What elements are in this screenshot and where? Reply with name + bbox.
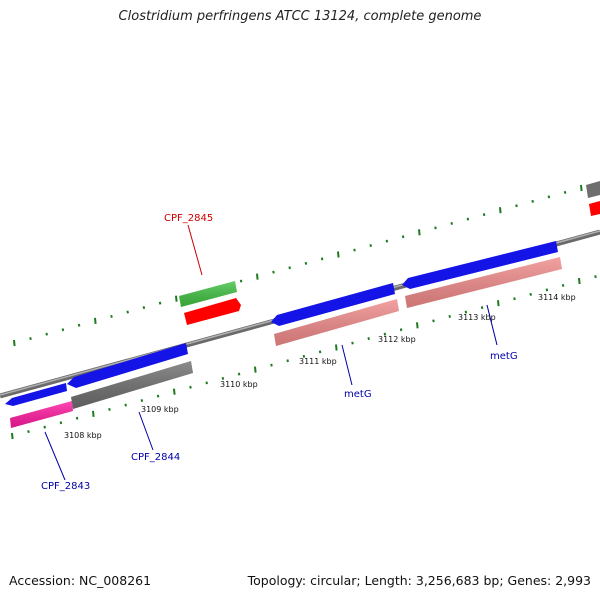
tick-inner-minor — [59, 421, 63, 425]
tick-outer-minor — [401, 235, 405, 239]
feature-cpf-2845[interactable] — [184, 298, 241, 325]
tick-outer-major — [499, 207, 502, 214]
tick-inner-minor — [75, 416, 79, 420]
tick-inner-minor — [594, 275, 597, 279]
tick-inner-minor — [189, 385, 192, 389]
tick-inner-minor — [464, 310, 468, 314]
tick-outer-major — [337, 251, 340, 258]
tick-outer-minor — [515, 204, 518, 208]
feature-shading — [10, 257, 562, 428]
label-metg-2: metG — [490, 351, 518, 362]
tick-outer-minor — [158, 301, 162, 305]
tick-outer-minor — [61, 328, 65, 332]
tick-inner-minor — [545, 288, 549, 292]
tick-inner-major — [578, 277, 581, 285]
kbp-3108: 3108 kbp — [64, 431, 102, 440]
gene-labels: CPF_2845 CPF_2843 CPF_2844 metG metG — [41, 213, 518, 492]
feature-cpf-2844-forward[interactable] — [67, 343, 188, 388]
tick-inner-minor — [480, 306, 484, 310]
tick-outer-major — [580, 184, 583, 192]
tick-inner-minor — [513, 297, 516, 301]
leader-lines — [44, 224, 498, 481]
tick-outer-minor — [563, 190, 567, 194]
tick-inner-minor — [205, 381, 208, 385]
tick-inner-major — [254, 366, 257, 373]
tick-outer-major — [418, 229, 421, 236]
tick-inner-minor — [529, 292, 532, 296]
feature-edge-other[interactable] — [586, 181, 600, 198]
tick-outer-minor — [304, 261, 308, 265]
feature-edge-reverse[interactable] — [589, 201, 600, 216]
tick-inner-minor — [399, 328, 403, 332]
tick-inner-minor — [367, 337, 370, 341]
accession-text: Accession: NC_008261 — [9, 573, 152, 588]
tick-outer-major — [13, 339, 16, 347]
tick-inner-minor — [383, 332, 387, 336]
kbp-3113: 3113 kbp — [458, 313, 496, 322]
tick-outer-minor — [369, 244, 372, 248]
tick-inner-major — [11, 432, 14, 440]
tick-inner-major — [416, 322, 419, 329]
tick-inner-major — [497, 300, 500, 307]
tick-outer-minor — [353, 248, 356, 252]
tick-inner-minor — [237, 372, 241, 376]
tick-inner-minor — [561, 283, 565, 287]
kbp-3112: 3112 kbp — [378, 335, 416, 344]
tick-row-outer — [13, 184, 583, 347]
label-metg-1: metG — [344, 389, 372, 400]
tick-inner-minor — [221, 376, 225, 380]
label-cpf-2845: CPF_2845 — [164, 213, 213, 224]
tick-outer-minor — [239, 279, 243, 283]
tick-inner-minor — [286, 359, 289, 363]
tick-outer-minor — [45, 332, 48, 336]
tick-inner-minor — [108, 407, 111, 411]
tick-outer-minor — [320, 257, 324, 261]
tick-inner-minor — [43, 425, 46, 429]
tick-inner-major — [335, 344, 338, 351]
feature-metg-1-forward[interactable] — [271, 283, 395, 326]
label-cpf-2843: CPF_2843 — [41, 481, 90, 492]
kbp-3111: 3111 kbp — [299, 357, 337, 366]
kbp-3114: 3114 kbp — [538, 293, 576, 302]
tick-outer-minor — [482, 213, 486, 217]
label-cpf-2844: CPF_2844 — [131, 452, 180, 463]
tick-outer-minor — [288, 266, 291, 270]
tick-inner-minor — [156, 394, 160, 398]
tick-outer-minor — [126, 310, 129, 314]
tick-outer-minor — [466, 217, 470, 221]
kbp-3110: 3110 kbp — [220, 380, 258, 389]
tick-inner-minor — [270, 363, 273, 367]
tick-outer-minor — [434, 226, 437, 230]
tick-inner-minor — [302, 354, 306, 358]
tick-inner-minor — [351, 341, 354, 345]
summary-text: Topology: circular; Length: 3,256,683 bp… — [247, 573, 591, 588]
tick-inner-minor — [318, 350, 322, 354]
scale-labels: 3108 kbp 3109 kbp 3110 kbp 3111 kbp 3112… — [64, 293, 576, 440]
tick-outer-minor — [110, 314, 113, 318]
feature-cpf-2843-forward[interactable] — [5, 383, 67, 406]
tick-inner-minor — [140, 399, 144, 403]
tick-outer-minor — [531, 199, 534, 203]
tick-inner-minor — [27, 430, 30, 434]
tick-outer-minor — [385, 239, 389, 243]
tick-outer-minor — [142, 306, 146, 310]
tick-outer-major — [94, 317, 97, 324]
tick-row-inner — [11, 275, 597, 440]
tick-outer-minor — [29, 337, 32, 341]
tick-outer-major — [175, 295, 178, 302]
tick-inner-minor — [432, 319, 435, 323]
map-title: Clostridium perfringens ATCC 13124, comp… — [118, 9, 482, 24]
tick-inner-major — [92, 410, 95, 417]
tick-outer-major — [256, 273, 259, 280]
tick-outer-minor — [547, 195, 551, 199]
tick-outer-minor — [272, 270, 275, 274]
tick-outer-minor — [77, 323, 81, 327]
tick-inner-minor — [124, 403, 127, 407]
feature-metg-2-forward[interactable] — [402, 241, 558, 289]
tick-inner-minor — [448, 314, 451, 318]
tick-outer-minor — [450, 221, 453, 225]
tick-inner-major — [173, 388, 176, 395]
kbp-3109: 3109 kbp — [141, 405, 179, 414]
